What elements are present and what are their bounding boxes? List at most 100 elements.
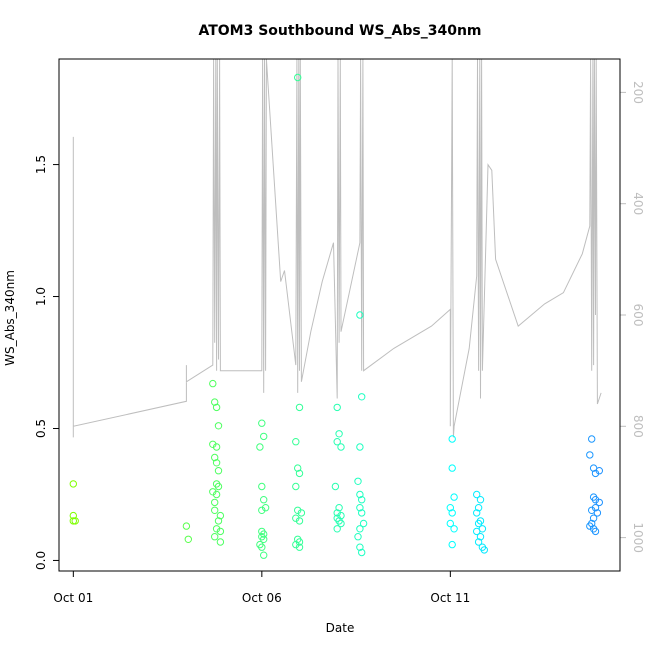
data-point: [333, 403, 341, 412]
data-point: [359, 519, 368, 528]
y2-tick-label: 1000: [631, 522, 645, 553]
data-point: [474, 519, 483, 528]
data-point: [358, 548, 366, 557]
data-point: [212, 459, 221, 467]
y2-tick-label: 600: [631, 304, 645, 327]
secondary-line-layer: [72, 58, 602, 438]
data-point: [354, 477, 362, 485]
secondary-series-line: [72, 58, 602, 438]
data-point: [294, 73, 302, 82]
data-point: [69, 480, 78, 488]
data-point: [211, 453, 219, 462]
data-point: [260, 496, 268, 504]
data-point: [258, 482, 266, 491]
data-point: [356, 525, 364, 533]
data-point: [216, 511, 225, 520]
data-point: [184, 535, 193, 543]
y-axis-label: WS_Abs_340nm: [3, 270, 17, 366]
data-point: [356, 490, 364, 499]
data-point: [331, 482, 340, 491]
data-point: [295, 543, 304, 551]
data-point: [358, 393, 366, 401]
data-point: [591, 504, 600, 512]
data-point: [586, 451, 594, 459]
data-point: [474, 538, 483, 546]
data-point: [261, 504, 270, 512]
data-point: [292, 438, 300, 446]
data-point: [356, 311, 364, 319]
data-point: [294, 506, 302, 514]
data-point: [295, 403, 304, 412]
y2-tick-label: 200: [631, 81, 645, 104]
data-point: [211, 533, 219, 541]
data-point: [595, 498, 603, 507]
data-point: [295, 517, 304, 525]
data-point: [260, 432, 268, 441]
data-point: [450, 525, 458, 533]
y2-tick-label: 400: [631, 192, 645, 215]
data-point: [211, 506, 219, 514]
data-point: [211, 498, 219, 507]
data-point: [260, 551, 268, 559]
data-point: [356, 443, 364, 451]
data-point: [69, 517, 78, 525]
data-point: [593, 509, 602, 517]
data-point: [591, 527, 600, 536]
data-point: [212, 525, 221, 533]
data-point: [214, 422, 223, 430]
data-point: [337, 511, 345, 520]
data-point: [473, 527, 481, 536]
data-point: [182, 522, 191, 530]
data-point: [476, 533, 485, 541]
data-point: [480, 546, 488, 554]
data-point: [448, 435, 456, 443]
data-point: [358, 509, 366, 517]
data-point: [211, 398, 219, 406]
data-point: [212, 403, 221, 412]
scatter-points-layer: [69, 73, 603, 559]
data-point: [214, 482, 223, 491]
data-point: [333, 438, 341, 446]
y-tick-label: 1.0: [34, 287, 48, 306]
data-point: [450, 493, 458, 501]
data-point: [214, 467, 223, 475]
data-point: [473, 490, 481, 499]
data-point: [292, 482, 300, 491]
data-point: [256, 443, 264, 451]
x-tick-label: Oct 01: [53, 591, 93, 605]
data-point: [258, 543, 266, 551]
data-point: [69, 511, 78, 520]
y2-tick-label: 800: [631, 415, 645, 438]
data-point: [258, 506, 266, 514]
data-point: [591, 469, 600, 478]
y-tick-label: 1.5: [34, 155, 48, 174]
data-point: [337, 519, 345, 528]
data-point: [448, 509, 456, 517]
y-tick-label: 0.5: [34, 419, 48, 438]
data-point: [337, 443, 345, 451]
data-point: [448, 464, 456, 472]
data-point: [474, 504, 483, 512]
data-point: [292, 540, 300, 549]
data-point: [354, 533, 362, 541]
data-point: [446, 504, 454, 512]
data-point: [333, 525, 341, 533]
data-point: [216, 538, 225, 546]
data-point: [589, 514, 598, 522]
data-point: [473, 509, 481, 517]
data-point: [295, 538, 304, 546]
data-point: [212, 490, 221, 499]
data-point: [209, 379, 217, 388]
data-point: [356, 504, 364, 512]
plot-frame: [58, 58, 621, 572]
data-point: [295, 469, 304, 478]
x-tick-label: Oct 11: [430, 591, 470, 605]
chart-title: ATOM3 Southbound WS_Abs_340nm: [198, 23, 481, 39]
data-point: [358, 496, 366, 504]
data-point: [476, 496, 485, 504]
data-point: [214, 517, 223, 525]
data-point: [335, 430, 343, 438]
